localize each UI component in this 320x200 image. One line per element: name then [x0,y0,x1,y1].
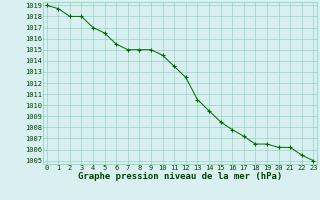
X-axis label: Graphe pression niveau de la mer (hPa): Graphe pression niveau de la mer (hPa) [78,172,282,181]
